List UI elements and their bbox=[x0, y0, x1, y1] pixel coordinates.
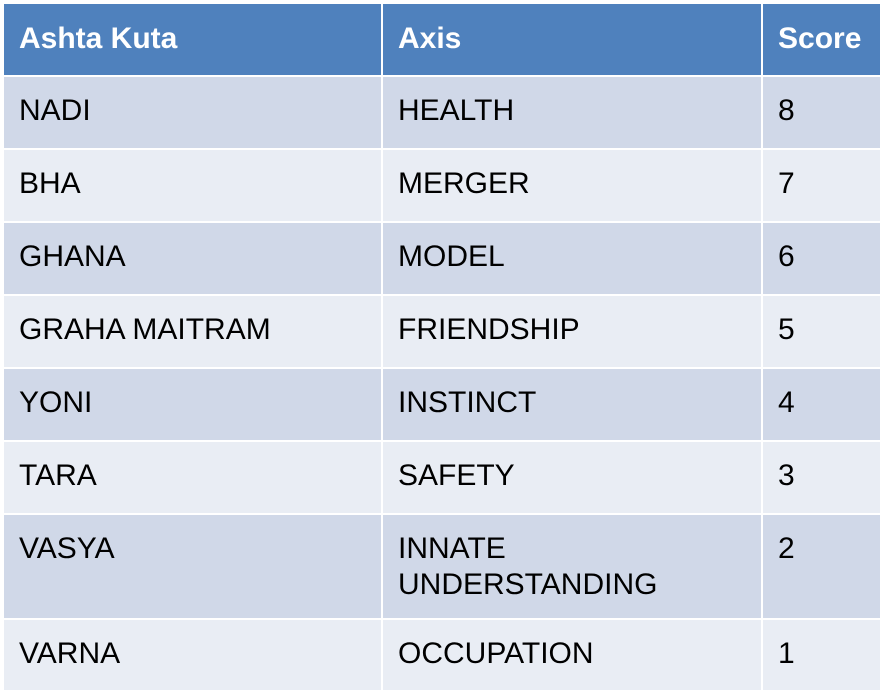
score-cell: 7 bbox=[761, 148, 882, 223]
header-score: Score bbox=[761, 2, 882, 77]
header-ashta-kuta: Ashta Kuta bbox=[2, 2, 383, 77]
table-row: GHANA MODEL 6 bbox=[2, 221, 882, 296]
axis-cell: MERGER bbox=[381, 148, 763, 223]
axis-cell: MODEL bbox=[381, 221, 763, 296]
kuta-cell: BHA bbox=[2, 148, 383, 223]
kuta-cell: VARNA bbox=[2, 618, 383, 692]
kuta-cell: NADI bbox=[2, 75, 383, 150]
kuta-cell: VASYA bbox=[2, 513, 383, 620]
table-row: NADI HEALTH 8 bbox=[2, 75, 882, 150]
axis-cell: FRIENDSHIP bbox=[381, 294, 763, 369]
table-row: GRAHA MAITRAM FRIENDSHIP 5 bbox=[2, 294, 882, 369]
table-body: NADI HEALTH 8 BHA MERGER 7 GHANA MODEL 6… bbox=[2, 75, 882, 692]
axis-line-2: UNDERSTANDING bbox=[398, 568, 658, 601]
axis-cell: SAFETY bbox=[381, 440, 763, 515]
table-row: BHA MERGER 7 bbox=[2, 148, 882, 223]
axis-cell: INNATE UNDERSTANDING bbox=[381, 513, 763, 620]
table-header: Ashta Kuta Axis Score bbox=[2, 2, 882, 77]
kuta-cell: GRAHA MAITRAM bbox=[2, 294, 383, 369]
header-row: Ashta Kuta Axis Score bbox=[2, 2, 882, 77]
axis-cell: HEALTH bbox=[381, 75, 763, 150]
table-row: YONI INSTINCT 4 bbox=[2, 367, 882, 442]
header-axis: Axis bbox=[381, 2, 763, 77]
axis-cell: OCCUPATION bbox=[381, 618, 763, 692]
table-row: VASYA INNATE UNDERSTANDING 2 bbox=[2, 513, 882, 620]
score-cell: 4 bbox=[761, 367, 882, 442]
score-cell: 5 bbox=[761, 294, 882, 369]
score-cell: 2 bbox=[761, 513, 882, 620]
table-row: VARNA OCCUPATION 1 bbox=[2, 618, 882, 692]
kuta-cell: GHANA bbox=[2, 221, 383, 296]
score-cell: 1 bbox=[761, 618, 882, 692]
kuta-cell: TARA bbox=[2, 440, 383, 515]
score-cell: 6 bbox=[761, 221, 882, 296]
score-cell: 8 bbox=[761, 75, 882, 150]
score-cell: 3 bbox=[761, 440, 882, 515]
table-row: TARA SAFETY 3 bbox=[2, 440, 882, 515]
axis-line-1: INNATE bbox=[398, 532, 506, 565]
axis-cell: INSTINCT bbox=[381, 367, 763, 442]
kuta-cell: YONI bbox=[2, 367, 383, 442]
